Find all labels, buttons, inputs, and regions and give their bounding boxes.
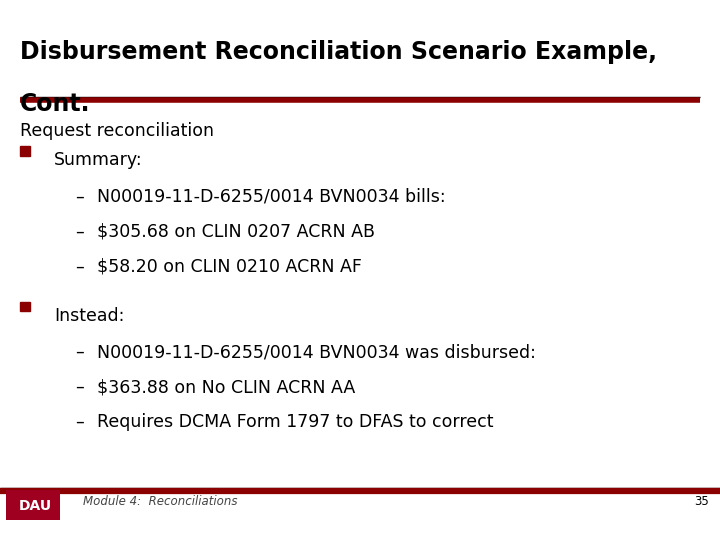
- Text: Instead:: Instead:: [54, 307, 125, 325]
- FancyBboxPatch shape: [20, 146, 30, 156]
- Text: $58.20 on CLIN 0210 ACRN AF: $58.20 on CLIN 0210 ACRN AF: [97, 258, 362, 276]
- Text: Disbursement Reconciliation Scenario Example,: Disbursement Reconciliation Scenario Exa…: [20, 40, 657, 64]
- Text: $363.88 on No CLIN ACRN AA: $363.88 on No CLIN ACRN AA: [97, 378, 356, 396]
- Text: N00019-11-D-6255/0014 BVN0034 bills:: N00019-11-D-6255/0014 BVN0034 bills:: [97, 188, 446, 206]
- Text: Summary:: Summary:: [54, 151, 143, 169]
- FancyBboxPatch shape: [20, 302, 30, 312]
- Text: $305.68 on CLIN 0207 ACRN AB: $305.68 on CLIN 0207 ACRN AB: [97, 223, 375, 241]
- Text: –: –: [76, 378, 84, 396]
- Text: 35: 35: [695, 495, 709, 508]
- Text: –: –: [76, 188, 84, 206]
- Text: Module 4:  Reconciliations: Module 4: Reconciliations: [83, 495, 238, 508]
- Text: –: –: [76, 343, 84, 361]
- Text: –: –: [76, 413, 84, 431]
- Text: DAU: DAU: [19, 499, 52, 513]
- Text: –: –: [76, 223, 84, 241]
- Text: Cont.: Cont.: [20, 92, 91, 116]
- Text: Requires DCMA Form 1797 to DFAS to correct: Requires DCMA Form 1797 to DFAS to corre…: [97, 413, 494, 431]
- FancyBboxPatch shape: [6, 490, 60, 520]
- Text: Request reconciliation: Request reconciliation: [20, 122, 214, 139]
- Text: –: –: [76, 258, 84, 276]
- Text: N00019-11-D-6255/0014 BVN0034 was disbursed:: N00019-11-D-6255/0014 BVN0034 was disbur…: [97, 343, 536, 361]
